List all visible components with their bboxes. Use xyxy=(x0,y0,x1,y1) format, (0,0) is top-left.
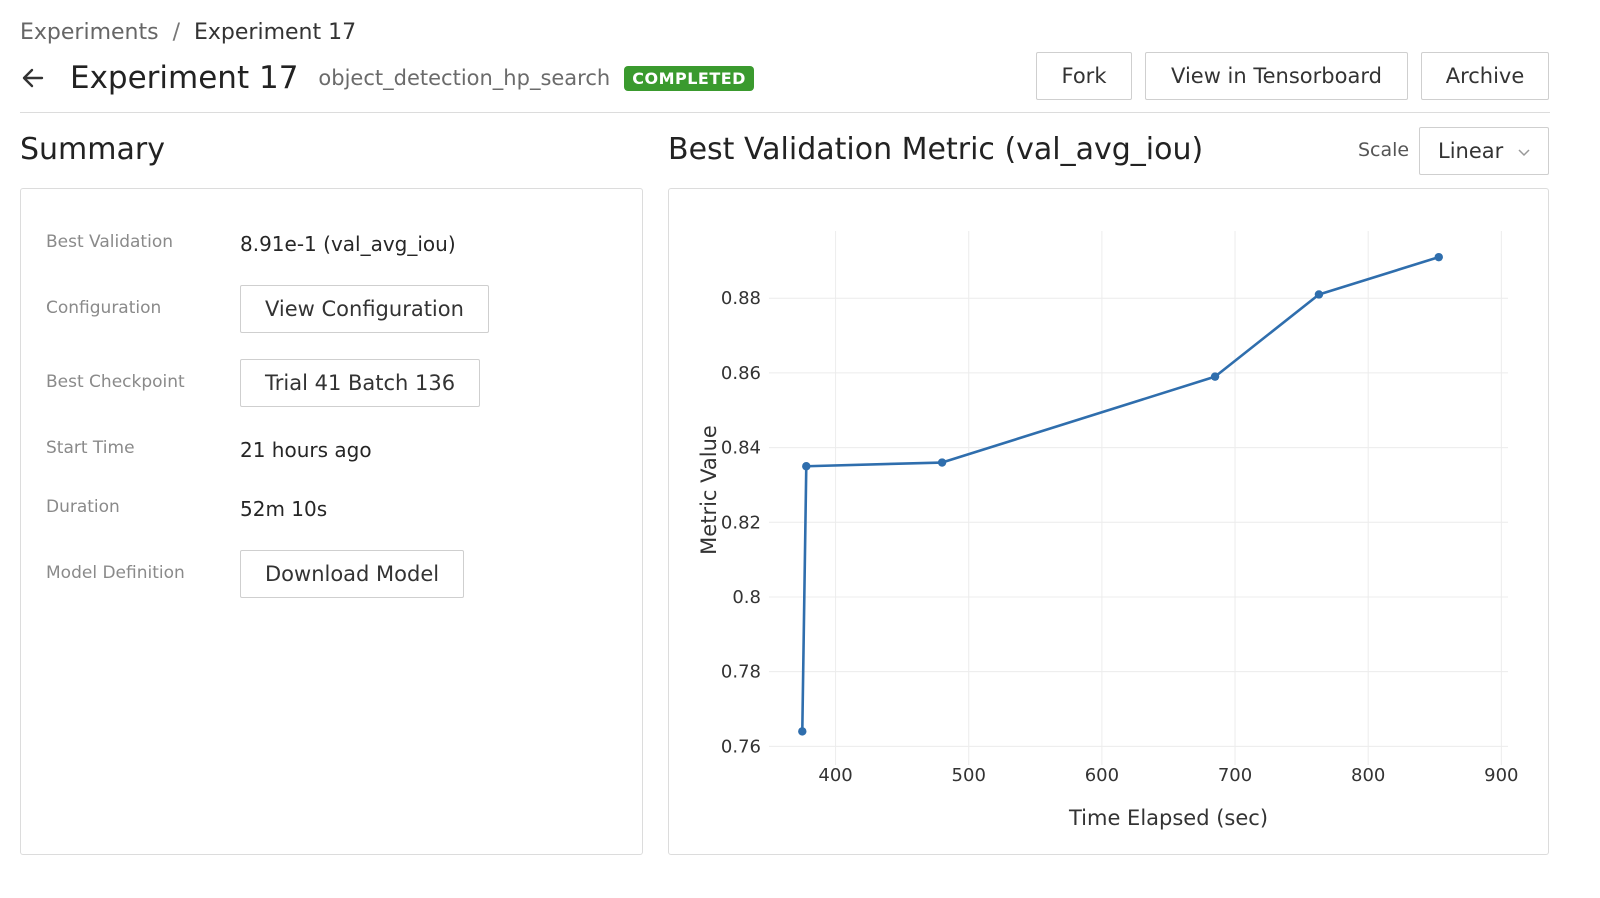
y-tick-label: 0.8 xyxy=(732,587,761,608)
x-tick-label: 600 xyxy=(1085,765,1119,786)
data-point xyxy=(1210,372,1220,381)
best-validation-value: 8.91e-1 (val_avg_iou) xyxy=(240,232,456,256)
y-tick-label: 0.88 xyxy=(721,288,761,309)
y-tick-label: 0.82 xyxy=(721,512,761,533)
download-model-button[interactable]: Download Model xyxy=(240,550,465,598)
data-point xyxy=(937,458,947,467)
x-tick-label: 700 xyxy=(1218,765,1252,786)
data-point xyxy=(798,727,807,736)
y-tick-label: 0.76 xyxy=(721,736,761,757)
x-tick-label: 900 xyxy=(1484,765,1518,786)
x-axis-title: Time Elapsed (sec) xyxy=(1068,806,1268,830)
breadcrumb: Experiments / Experiment 17 xyxy=(20,20,356,45)
page-header: Experiment 17 object_detection_hp_search… xyxy=(20,56,754,100)
experiment-description: object_detection_hp_search xyxy=(318,66,611,90)
x-tick-label: 400 xyxy=(818,765,852,786)
data-point xyxy=(802,462,811,471)
duration-value: 52m 10s xyxy=(240,497,328,521)
y-tick-label: 0.84 xyxy=(721,438,761,459)
archive-button[interactable]: Archive xyxy=(1421,52,1549,100)
model-definition-label: Model Definition xyxy=(46,563,185,583)
fork-button[interactable]: Fork xyxy=(1036,52,1132,100)
header-divider xyxy=(20,112,1550,113)
scale-select[interactable]: Linear xyxy=(1419,127,1549,175)
y-tick-label: 0.78 xyxy=(721,662,761,683)
back-arrow-icon[interactable] xyxy=(20,65,46,91)
series-line xyxy=(800,255,1440,732)
data-point xyxy=(1434,252,1443,262)
chart-title: Best Validation Metric (val_avg_iou) xyxy=(668,132,1204,167)
view-tensorboard-button[interactable]: View in Tensorboard xyxy=(1145,52,1408,100)
best-checkpoint-button[interactable]: Trial 41 Batch 136 xyxy=(240,359,481,407)
best-checkpoint-label: Best Checkpoint xyxy=(46,372,185,392)
metric-chart: 400 500 600 700 800 900 0.76 0.78 0.8 0.82 0.84 0.8… xyxy=(697,231,1519,830)
view-configuration-button[interactable]: View Configuration xyxy=(240,285,489,333)
x-tick-label: 800 xyxy=(1351,765,1385,786)
summary-title: Summary xyxy=(20,132,165,167)
scale-label: Scale xyxy=(1358,139,1410,161)
duration-label: Duration xyxy=(46,497,120,517)
best-validation-label: Best Validation xyxy=(46,232,173,252)
chevron-down-icon xyxy=(1518,149,1530,157)
start-time-value: 21 hours ago xyxy=(240,438,372,462)
configuration-label: Configuration xyxy=(46,298,162,318)
data-point xyxy=(1314,290,1324,299)
breadcrumb-separator: / xyxy=(172,20,180,45)
breadcrumb-experiments-link[interactable]: Experiments xyxy=(20,20,159,45)
start-time-label: Start Time xyxy=(46,438,135,458)
y-tick-label: 0.86 xyxy=(721,363,761,384)
x-tick-label: 500 xyxy=(952,765,986,786)
status-badge: COMPLETED xyxy=(624,65,754,91)
chart-card: 400 500 600 700 800 900 0.76 0.78 0.8 0.82 0.84 0.8… xyxy=(668,188,1549,855)
breadcrumb-current: Experiment 17 xyxy=(194,20,357,45)
page-title: Experiment 17 xyxy=(70,60,299,96)
summary-card: Best Validation 8.91e-1 (val_avg_iou) Co… xyxy=(20,188,643,855)
y-axis-title: Metric Value xyxy=(697,425,721,555)
scale-select-value: Linear xyxy=(1438,139,1504,163)
